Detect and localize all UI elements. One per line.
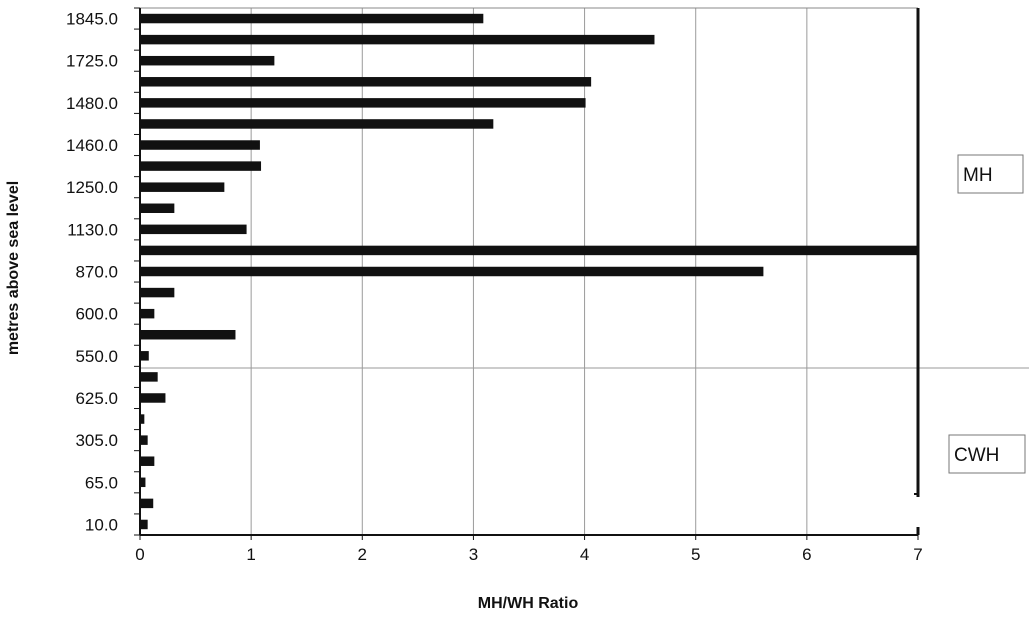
y-axis-title: metres above sea level — [5, 181, 22, 355]
x-tick-label: 2 — [358, 545, 367, 564]
bar — [141, 329, 236, 340]
bar — [141, 308, 155, 319]
y-tick-label: 550.0 — [75, 347, 118, 366]
bracket-gap — [914, 497, 922, 527]
x-tick-label: 0 — [135, 545, 144, 564]
x-axis-title: MH/WH Ratio — [478, 595, 579, 612]
y-tick-label: 1845.0 — [66, 10, 118, 29]
cwh-zone-box — [948, 434, 1026, 474]
bar — [141, 519, 148, 530]
mh-zone-box — [957, 154, 1024, 194]
bar — [141, 55, 275, 66]
bar — [141, 77, 592, 87]
bar — [141, 287, 175, 298]
bar — [141, 98, 586, 108]
bar — [141, 393, 166, 403]
y-tick-label: 1130.0 — [67, 220, 118, 239]
bar — [141, 245, 919, 256]
bar — [141, 34, 655, 45]
x-tick-label: 6 — [802, 545, 811, 564]
x-tick-label: 3 — [469, 545, 478, 564]
x-tick-label: 7 — [913, 545, 922, 564]
bar — [141, 203, 175, 214]
bar — [141, 224, 247, 235]
bar — [141, 182, 225, 192]
y-tick-label: 305.0 — [75, 431, 118, 450]
bar — [141, 351, 149, 361]
y-tick-label: 600.0 — [75, 305, 118, 324]
bar — [141, 119, 494, 129]
bar — [141, 161, 262, 171]
x-tick-label: 1 — [246, 545, 255, 564]
x-tick-label: 4 — [580, 545, 589, 564]
axes — [134, 7, 922, 540]
bar — [141, 435, 148, 445]
tick-labels: 0 1 2 3 4 5 6 7 1845.0 1725.0 1480.0 1460.0 1250.0 11… — [66, 10, 923, 564]
bar — [141, 456, 155, 466]
y-tick-label: 10.0 — [85, 515, 118, 534]
y-tick-label: 1725.0 — [66, 52, 118, 71]
bar — [141, 13, 484, 24]
cwh-zone-label: CWH — [954, 445, 999, 466]
bar — [141, 372, 158, 382]
bar — [141, 414, 145, 424]
y-tick-label: 1480.0 — [66, 94, 118, 113]
y-tick-label: 1250.0 — [66, 178, 118, 197]
bar — [141, 498, 154, 509]
y-tick-label: 65.0 — [85, 473, 118, 492]
bar — [141, 140, 260, 150]
x-tick-label: 5 — [691, 545, 700, 564]
bar — [141, 477, 146, 488]
bars — [141, 13, 919, 530]
bar — [141, 266, 764, 277]
y-tick-label: 870.0 — [75, 263, 118, 282]
mh-zone-label: MH — [963, 165, 993, 186]
y-tick-label: 1460.0 — [66, 136, 118, 155]
y-tick-label: 625.0 — [75, 389, 118, 408]
